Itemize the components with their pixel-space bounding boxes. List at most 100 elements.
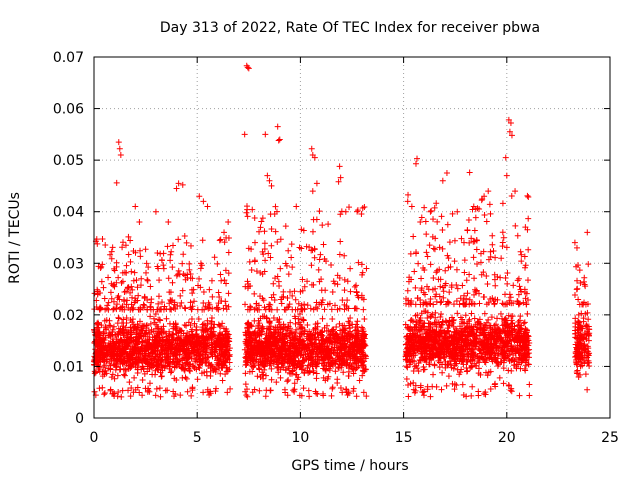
data-point <box>524 277 531 284</box>
data-point <box>331 347 338 354</box>
data-point <box>199 306 206 313</box>
data-point <box>142 330 149 337</box>
data-point <box>578 352 585 359</box>
data-point <box>255 330 262 337</box>
data-point <box>168 339 175 346</box>
data-point <box>185 365 192 372</box>
data-point <box>507 294 514 301</box>
data-point <box>130 277 137 284</box>
data-point <box>355 348 362 355</box>
data-point <box>415 368 422 375</box>
data-point <box>129 294 136 301</box>
data-point <box>120 239 127 246</box>
data-point <box>186 266 193 273</box>
data-point <box>133 277 140 284</box>
data-point <box>466 316 473 323</box>
data-point <box>133 353 140 360</box>
data-point <box>503 332 510 339</box>
data-point <box>476 300 483 307</box>
data-point <box>423 347 430 354</box>
data-point <box>188 392 195 399</box>
data-point <box>362 352 369 359</box>
data-point <box>97 345 104 352</box>
data-point <box>253 356 260 363</box>
data-point <box>112 340 119 347</box>
data-point <box>581 281 588 288</box>
data-point <box>217 271 224 278</box>
data-point <box>439 245 446 252</box>
data-point <box>358 261 365 268</box>
data-point <box>435 354 442 361</box>
data-point <box>404 364 411 371</box>
data-point <box>203 358 210 365</box>
data-point <box>278 337 285 344</box>
data-point <box>471 275 478 282</box>
data-point <box>466 345 473 352</box>
data-point <box>473 287 480 294</box>
data-point <box>572 350 579 357</box>
data-point <box>150 315 157 322</box>
data-point <box>110 390 117 397</box>
data-point <box>289 292 296 299</box>
data-point <box>160 328 167 335</box>
data-point <box>316 278 323 285</box>
data-point <box>408 353 415 360</box>
data-point <box>460 239 467 246</box>
data-point <box>497 328 504 335</box>
data-point <box>468 363 475 370</box>
data-point <box>473 335 480 342</box>
data-point <box>459 358 466 365</box>
data-point <box>245 245 252 252</box>
data-point <box>488 349 495 356</box>
data-point <box>220 325 227 332</box>
data-point <box>206 362 213 369</box>
data-point <box>181 350 188 357</box>
data-point <box>291 361 298 368</box>
data-point <box>138 344 145 351</box>
data-point <box>573 286 580 293</box>
data-point <box>451 362 458 369</box>
data-point <box>131 269 138 276</box>
data-point <box>209 351 216 358</box>
data-point <box>223 306 230 313</box>
data-point <box>350 385 357 392</box>
data-point <box>207 325 214 332</box>
data-point <box>284 392 291 399</box>
data-point <box>341 287 348 294</box>
data-point <box>133 347 140 354</box>
data-point <box>324 343 331 350</box>
data-point <box>130 327 137 334</box>
data-point <box>155 293 162 300</box>
data-point <box>103 352 110 359</box>
data-point <box>244 324 251 331</box>
data-point <box>464 226 471 233</box>
data-point <box>254 373 261 380</box>
data-point <box>313 375 320 382</box>
data-point <box>257 224 264 231</box>
data-point <box>143 329 150 336</box>
data-point <box>144 276 151 283</box>
data-point <box>472 214 479 221</box>
data-point <box>310 369 317 376</box>
data-point <box>522 362 529 369</box>
data-point <box>301 337 308 344</box>
data-point <box>160 265 167 272</box>
data-point <box>243 353 250 360</box>
data-point <box>429 233 436 240</box>
data-point <box>312 321 319 328</box>
data-point <box>575 319 582 326</box>
data-point <box>158 362 165 369</box>
data-point <box>115 314 122 321</box>
data-point <box>521 331 528 338</box>
data-point <box>469 300 476 307</box>
data-point <box>272 275 279 282</box>
data-point <box>223 280 230 287</box>
data-point <box>334 281 341 288</box>
data-point <box>251 290 258 297</box>
data-point <box>461 269 468 276</box>
data-point <box>508 192 515 199</box>
data-point <box>113 263 120 270</box>
data-point <box>500 380 507 387</box>
data-point <box>473 341 480 348</box>
data-point <box>277 236 284 243</box>
